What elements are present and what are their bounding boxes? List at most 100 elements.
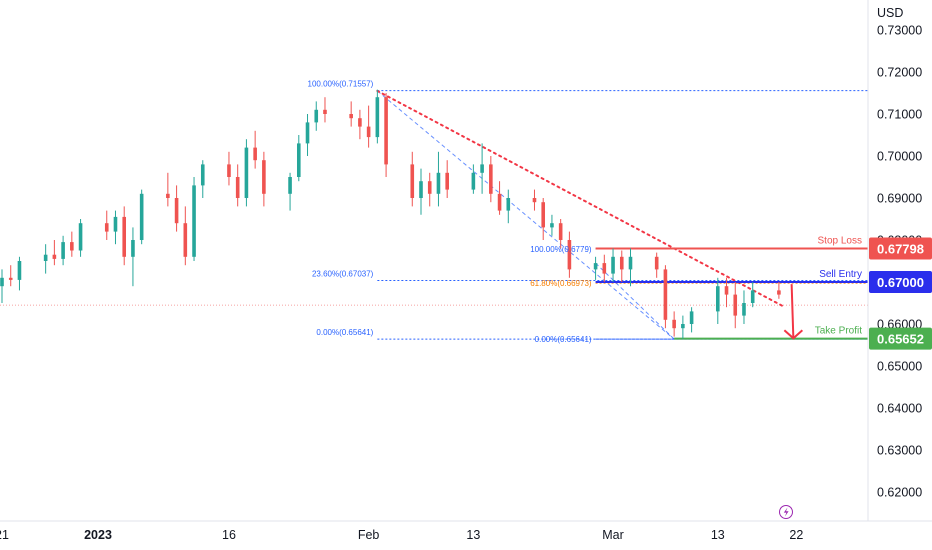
y-tick-label: 0.65000 bbox=[877, 360, 922, 374]
candle-body bbox=[200, 164, 205, 186]
candle-body bbox=[78, 223, 83, 251]
candle-body bbox=[663, 269, 668, 320]
x-tick-label: 13 bbox=[711, 528, 725, 542]
candle-body bbox=[183, 223, 188, 257]
fib-level-label: 100.00%(0.6779) bbox=[530, 245, 592, 254]
candle-body bbox=[733, 294, 738, 316]
candle-body bbox=[777, 290, 781, 295]
candle-body bbox=[419, 181, 423, 198]
candle-body bbox=[113, 216, 118, 232]
candle-body bbox=[375, 97, 380, 138]
candle-body bbox=[410, 164, 415, 198]
candle-body bbox=[506, 198, 511, 211]
y-tick-label: 0.73000 bbox=[877, 24, 922, 38]
candles-layer bbox=[0, 89, 781, 339]
currency-label: USD bbox=[877, 6, 903, 20]
candle-body bbox=[366, 126, 371, 138]
candle-body bbox=[489, 164, 493, 194]
fib-trend-line bbox=[595, 262, 675, 340]
candle-body bbox=[436, 172, 441, 194]
candle-body bbox=[471, 172, 476, 190]
candle-body bbox=[602, 263, 607, 274]
time-axis[interactable]: 21 2023 16 Feb 13 Mar 13 22 bbox=[0, 528, 803, 542]
price-badge bbox=[869, 271, 932, 293]
candle-body bbox=[497, 193, 502, 211]
label-layer: 100.00%(0.71557) 23.60%(0.67037) 0.00%(0.6… bbox=[308, 80, 863, 344]
y-tick-label: 0.62000 bbox=[877, 486, 922, 500]
y-tick-label: 0.64000 bbox=[877, 402, 922, 416]
candle-body bbox=[8, 277, 13, 280]
candle-body bbox=[550, 223, 554, 228]
candle-body bbox=[532, 198, 537, 203]
candle-body bbox=[52, 254, 57, 259]
candle-body bbox=[288, 177, 292, 194]
fib-level-label: 100.00%(0.71557) bbox=[308, 80, 374, 89]
candle-body bbox=[323, 109, 327, 114]
price-badge bbox=[869, 237, 932, 260]
x-tick-label: 21 bbox=[0, 528, 9, 542]
candle-body bbox=[296, 143, 301, 177]
candle-body bbox=[104, 223, 109, 232]
projection-arrow bbox=[790, 284, 795, 339]
fib-level-label: 0.00%(0.65641) bbox=[316, 328, 373, 337]
candle-body bbox=[628, 256, 633, 270]
candle-body bbox=[122, 216, 127, 257]
candle-body bbox=[131, 240, 135, 257]
candle-body bbox=[681, 324, 685, 329]
x-tick-label: 16 bbox=[222, 528, 236, 542]
candle-body bbox=[0, 277, 4, 287]
candle-body bbox=[61, 242, 65, 259]
drawing-layer bbox=[376, 89, 868, 340]
fib-level-label: 0.00%(0.65641) bbox=[535, 335, 592, 344]
candle-body bbox=[724, 286, 729, 295]
candle-body bbox=[654, 256, 659, 270]
lightning-icon[interactable] bbox=[779, 505, 793, 519]
candle-body bbox=[227, 164, 231, 177]
candle-body bbox=[558, 223, 563, 240]
candle-body bbox=[384, 97, 388, 165]
candle-body bbox=[235, 177, 240, 198]
price-badge-label: 0.65652 bbox=[877, 332, 924, 347]
price-badges: 0.67798 0.67000 0.65652 bbox=[869, 237, 932, 350]
candle-body bbox=[262, 160, 266, 194]
y-tick-label: 0.71000 bbox=[877, 108, 922, 122]
price-badge-label: 0.67000 bbox=[877, 275, 924, 290]
candle-body bbox=[70, 242, 74, 251]
candle-body bbox=[43, 254, 48, 261]
candle-body bbox=[750, 290, 755, 303]
x-tick-label: Mar bbox=[602, 528, 624, 542]
candle-body bbox=[305, 122, 310, 144]
candle-body bbox=[715, 286, 720, 312]
candle-body bbox=[244, 147, 249, 198]
trend-line bbox=[376, 89, 786, 309]
candle-body bbox=[742, 303, 746, 316]
y-tick-label: 0.63000 bbox=[877, 444, 922, 458]
trade-level-label: Take Profit bbox=[815, 326, 862, 337]
candle-body bbox=[541, 202, 546, 228]
candle-body bbox=[480, 164, 484, 173]
x-tick-label: 13 bbox=[466, 528, 480, 542]
candle-body bbox=[192, 185, 196, 257]
candle-body bbox=[253, 147, 257, 161]
candle-body bbox=[672, 319, 676, 329]
fib-level-label: 61.80%(0.66973) bbox=[530, 279, 592, 288]
y-tick-label: 0.70000 bbox=[877, 150, 922, 164]
trade-level-label: Stop Loss bbox=[818, 235, 862, 246]
candle-body bbox=[358, 118, 362, 127]
projection-arrow-head bbox=[783, 329, 804, 340]
trade-level-label: Sell Entry bbox=[819, 269, 862, 280]
price-badge bbox=[869, 327, 932, 350]
candle-body bbox=[166, 193, 170, 198]
candle-body bbox=[689, 311, 694, 324]
fib-trend-line bbox=[377, 90, 675, 340]
candle-body bbox=[619, 256, 624, 270]
y-tick-label: 0.72000 bbox=[877, 66, 922, 80]
candle-body bbox=[314, 109, 319, 123]
candle-body bbox=[174, 198, 179, 224]
candle-body bbox=[17, 261, 22, 280]
x-tick-label: 22 bbox=[789, 528, 803, 542]
candle-body bbox=[567, 240, 572, 270]
x-tick-label: 2023 bbox=[84, 528, 112, 542]
